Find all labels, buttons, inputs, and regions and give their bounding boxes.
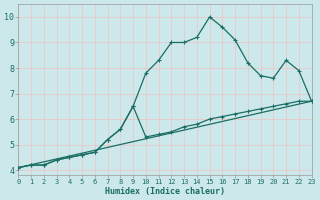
X-axis label: Humidex (Indice chaleur): Humidex (Indice chaleur) xyxy=(105,187,225,196)
